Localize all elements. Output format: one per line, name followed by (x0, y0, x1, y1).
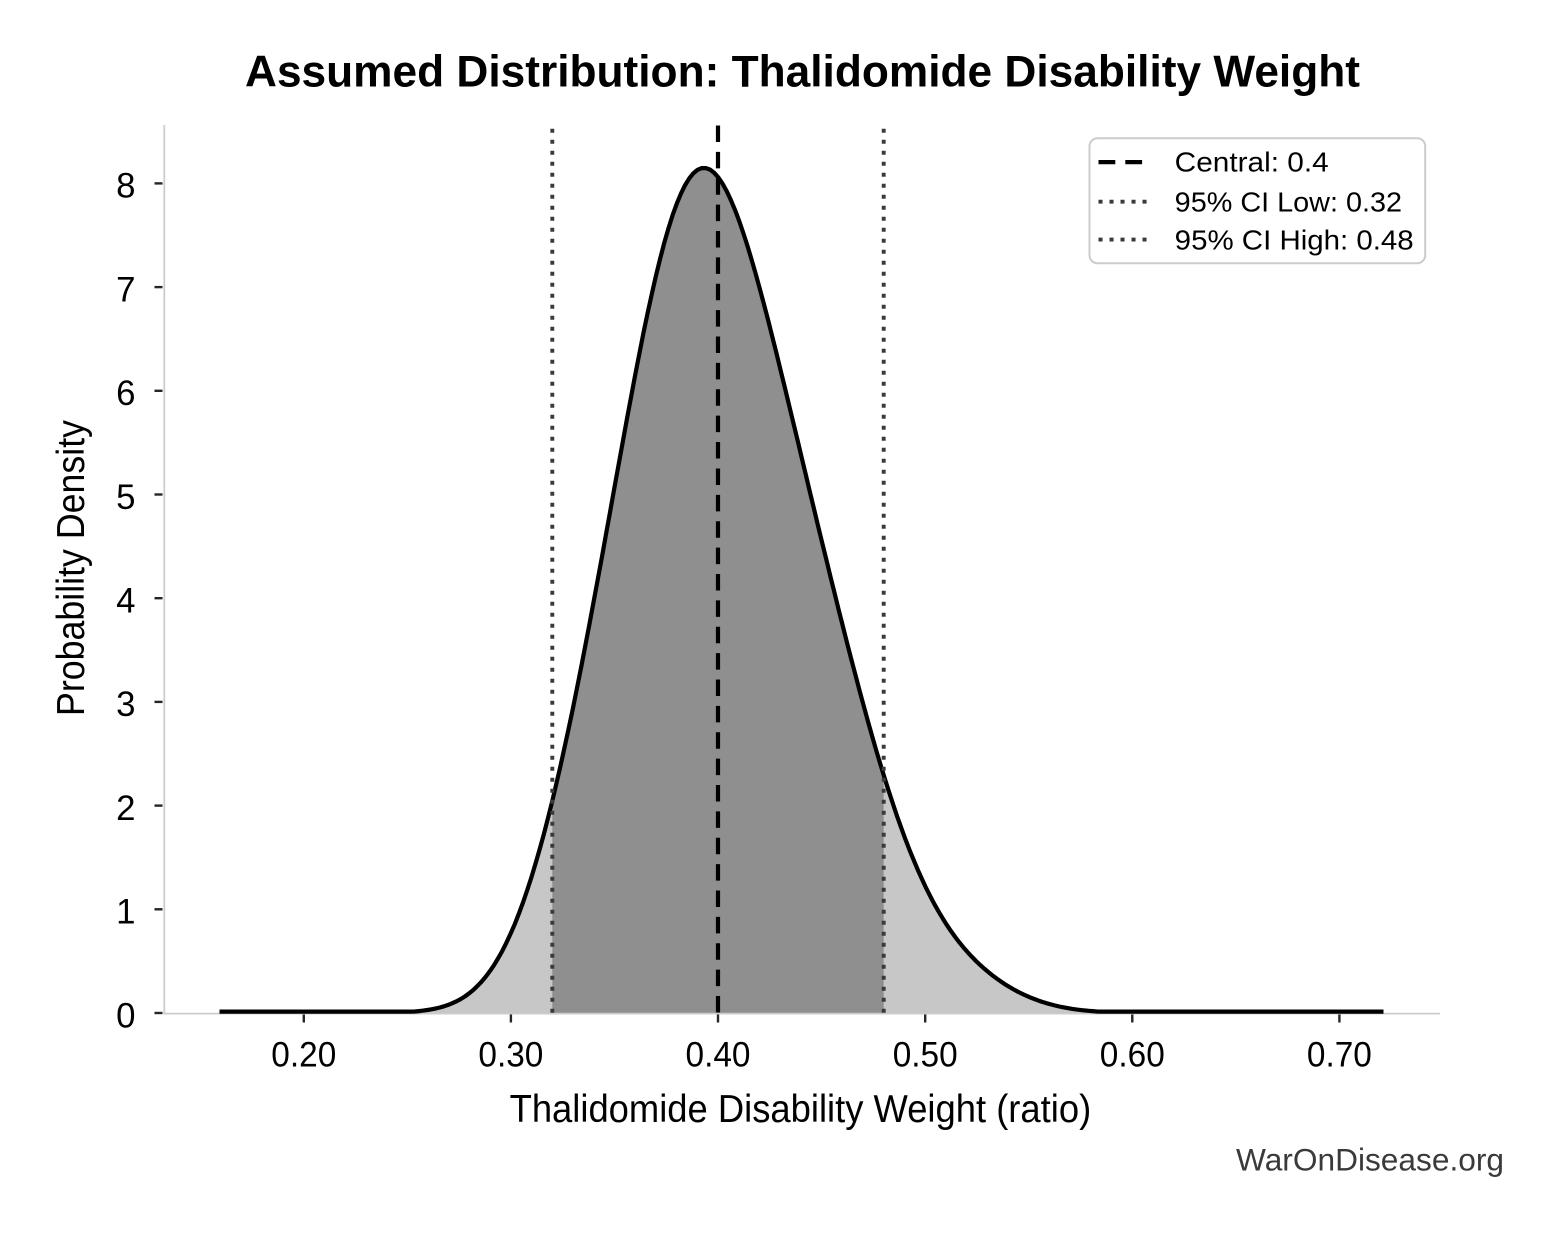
svg-text:5: 5 (116, 478, 135, 517)
svg-text:0.50: 0.50 (893, 1036, 958, 1075)
svg-text:0.70: 0.70 (1307, 1036, 1372, 1075)
svg-text:6: 6 (116, 374, 135, 413)
svg-text:Assumed Distribution: Thalidom: Assumed Distribution: Thalidomide Disabi… (245, 48, 1360, 97)
svg-text:WarOnDisease.org: WarOnDisease.org (1236, 1141, 1504, 1177)
svg-text:Thalidomide Disability Weight: Thalidomide Disability Weight (ratio) (510, 1088, 1092, 1131)
svg-text:95% CI Low: 0.32: 95% CI Low: 0.32 (1175, 185, 1402, 217)
svg-text:1: 1 (116, 893, 135, 932)
svg-text:Probability Density: Probability Density (50, 420, 93, 716)
svg-text:0.40: 0.40 (686, 1036, 751, 1075)
svg-text:4: 4 (116, 582, 135, 621)
svg-text:3: 3 (116, 685, 135, 724)
svg-text:8: 8 (116, 167, 135, 206)
svg-text:2: 2 (116, 789, 135, 828)
svg-text:95% CI High: 0.48: 95% CI High: 0.48 (1175, 223, 1414, 255)
svg-text:7: 7 (116, 270, 135, 309)
svg-text:0.60: 0.60 (1100, 1036, 1165, 1075)
svg-text:0.30: 0.30 (478, 1036, 543, 1075)
svg-text:0.20: 0.20 (271, 1036, 336, 1075)
svg-text:0: 0 (116, 996, 135, 1035)
svg-text:Central: 0.4: Central: 0.4 (1175, 146, 1329, 178)
